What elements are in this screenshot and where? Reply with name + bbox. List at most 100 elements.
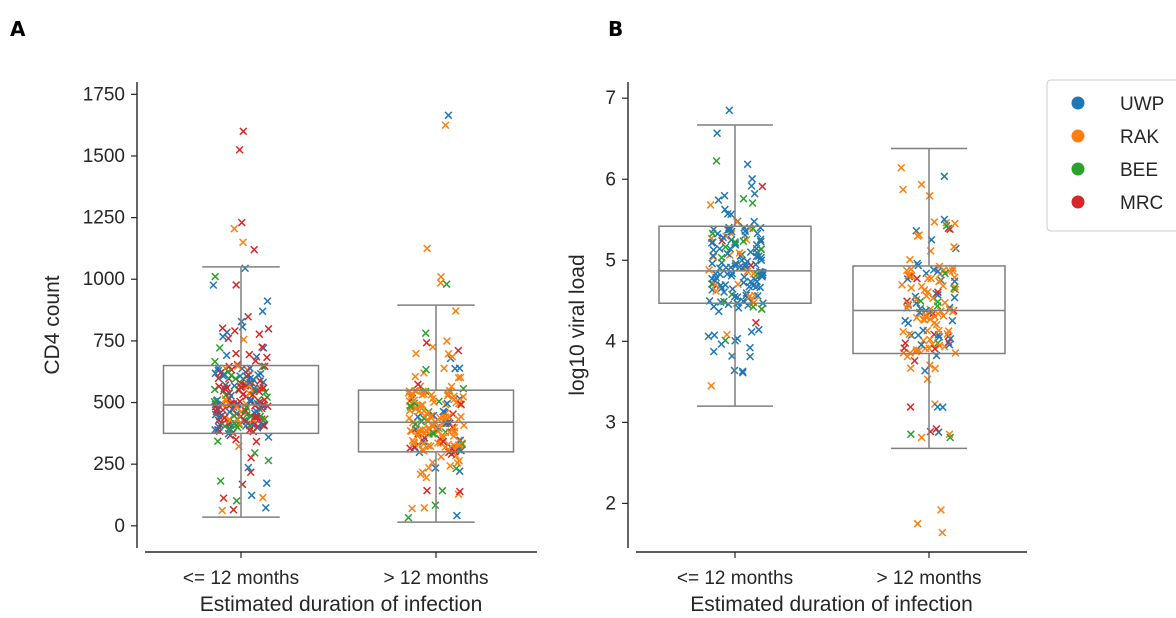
box-1 — [852, 147, 1006, 450]
scatter-point — [239, 238, 247, 247]
scatter-point — [923, 274, 932, 283]
x-tick-label: <= 12 months — [183, 568, 299, 589]
scatter-point — [209, 281, 218, 290]
scatter-point — [210, 357, 219, 366]
scatter-point — [723, 209, 732, 218]
scatter-point — [455, 441, 464, 450]
scatter-point — [945, 340, 954, 349]
scatter-point — [454, 373, 463, 382]
scatter-point — [226, 391, 235, 400]
scatter-point — [930, 217, 939, 226]
scatter-point — [950, 293, 959, 302]
scatter-point — [248, 390, 257, 399]
scatter-point — [937, 505, 945, 514]
scatter-point — [452, 398, 461, 407]
scatter-point — [219, 332, 227, 341]
y-tick-label: 6 — [605, 169, 616, 190]
scatter-point — [741, 231, 749, 239]
scatter-point — [258, 307, 267, 316]
scatter-point — [904, 300, 913, 308]
scatter-point — [900, 344, 909, 353]
scatter-point — [260, 415, 269, 424]
scatter-point — [430, 398, 438, 407]
scatter-point — [444, 349, 453, 358]
scatter-point — [726, 263, 735, 272]
scatter-point — [247, 491, 256, 500]
scatter-point — [935, 332, 944, 341]
scatter-point — [214, 416, 223, 425]
scatter-point — [920, 286, 929, 295]
scatter-point — [906, 430, 915, 439]
scatter-point — [933, 288, 942, 297]
scatter-point — [757, 245, 766, 254]
scatter-point — [255, 330, 264, 339]
scatter-point — [414, 380, 422, 389]
scatter-point — [412, 387, 421, 395]
scatter-point — [229, 505, 238, 514]
scatter-point — [940, 172, 949, 181]
legend-marker — [1071, 162, 1085, 176]
scatter-point — [412, 404, 420, 413]
scatter-point — [222, 351, 231, 360]
scatter-point — [453, 459, 462, 467]
scatter-point — [725, 106, 734, 115]
scatter-point — [220, 370, 228, 379]
scatter-point — [258, 493, 267, 502]
scatter-point — [438, 486, 447, 495]
scatter-point — [725, 225, 733, 234]
scatter-point — [444, 111, 453, 120]
scatter-point — [731, 238, 739, 246]
scatter-point — [218, 506, 227, 515]
scatter-point — [215, 344, 224, 352]
legend-frame — [1046, 79, 1176, 232]
scatter-point — [948, 316, 957, 325]
scatter-point — [942, 221, 951, 230]
box-0 — [658, 124, 812, 407]
scatter-point — [716, 270, 725, 279]
scatter-point — [238, 480, 247, 489]
scatter-point — [214, 374, 223, 383]
scatter-point — [445, 412, 453, 421]
scatter-point — [225, 424, 234, 433]
scatter-point — [440, 364, 448, 373]
x-tick-label: > 12 months — [383, 568, 488, 589]
scatter-point — [422, 473, 431, 482]
box-iqr — [162, 364, 320, 435]
scatter-point — [232, 435, 240, 444]
scatter-point — [745, 292, 754, 301]
scatter-point — [939, 311, 948, 320]
scatter-point — [422, 365, 430, 374]
x-tick-label: <= 12 months — [677, 568, 793, 589]
scatter-point — [733, 293, 742, 302]
scatter-point — [704, 332, 713, 341]
scatter-point — [739, 278, 748, 287]
scatter-point — [428, 343, 437, 351]
box-1 — [357, 304, 515, 523]
scatter-point — [232, 421, 240, 430]
scatter-point — [246, 468, 255, 477]
scatter-point — [905, 330, 914, 339]
scatter-point — [717, 253, 726, 262]
scatter-point — [417, 401, 426, 410]
scatter-point — [218, 324, 227, 333]
box-iqr — [658, 225, 812, 304]
scatter-point — [432, 424, 441, 433]
scatter-point — [712, 156, 721, 165]
y-tick-label: 1750 — [83, 84, 125, 105]
scatter-point — [224, 399, 233, 408]
scatter-point — [446, 462, 455, 470]
scatter-point — [707, 381, 716, 390]
scatter-point — [731, 262, 740, 271]
scatter-point — [408, 436, 417, 445]
scatter-point — [230, 411, 239, 420]
scatter-point — [215, 382, 223, 391]
scatter-point — [439, 437, 448, 446]
scatter-point — [933, 297, 942, 306]
scatter-point — [408, 504, 417, 513]
scatter-point — [739, 194, 748, 203]
legend-label: MRC — [1120, 193, 1163, 214]
scatter-point — [211, 272, 220, 281]
scatter-point — [752, 282, 761, 291]
scatter-point — [747, 327, 756, 336]
